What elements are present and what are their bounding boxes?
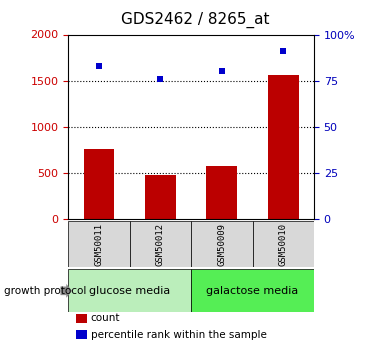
Text: galactose media: galactose media	[206, 286, 299, 296]
Point	[280, 48, 286, 54]
Point	[219, 69, 225, 74]
Bar	[68, 221, 129, 267]
Point	[157, 76, 163, 81]
Bar	[145, 175, 176, 219]
Point	[96, 63, 102, 69]
Bar	[68, 269, 191, 312]
Text: GSM50010: GSM50010	[279, 223, 288, 266]
Bar	[268, 75, 299, 219]
Text: GSM50011: GSM50011	[94, 223, 103, 266]
Bar	[129, 221, 191, 267]
Bar	[191, 269, 314, 312]
Text: GDS2462 / 8265_at: GDS2462 / 8265_at	[121, 12, 269, 28]
Bar	[191, 221, 253, 267]
Text: GSM50012: GSM50012	[156, 223, 165, 266]
Text: glucose media: glucose media	[89, 286, 170, 296]
Bar	[83, 149, 114, 219]
Text: GSM50009: GSM50009	[217, 223, 226, 266]
Text: growth protocol: growth protocol	[4, 286, 86, 296]
Bar	[206, 166, 237, 219]
Bar	[253, 221, 314, 267]
Text: percentile rank within the sample: percentile rank within the sample	[91, 330, 267, 339]
Text: count: count	[91, 313, 121, 323]
